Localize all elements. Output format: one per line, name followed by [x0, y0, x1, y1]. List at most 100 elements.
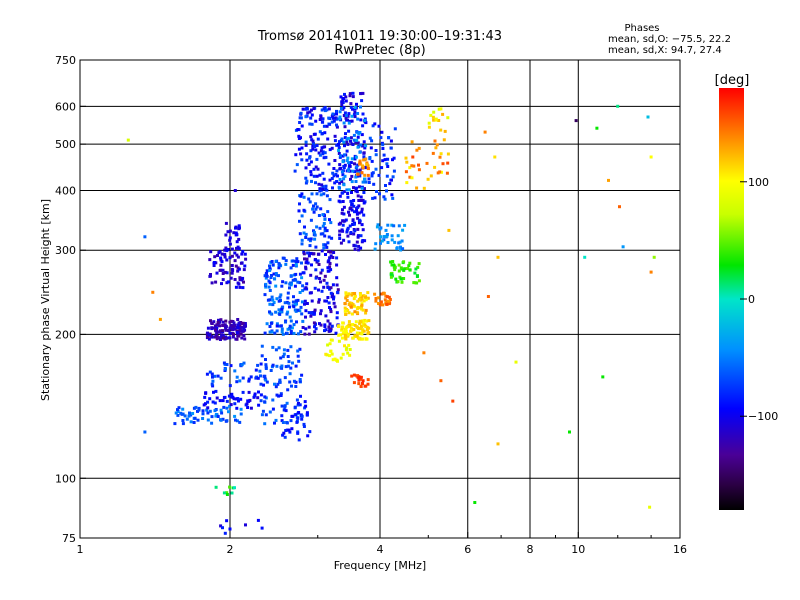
data-point	[340, 170, 344, 174]
data-point	[270, 330, 274, 334]
data-point	[322, 278, 326, 282]
data-point	[359, 143, 363, 147]
data-point	[212, 390, 215, 394]
data-point	[343, 136, 347, 140]
data-point	[363, 173, 367, 177]
data-point	[607, 178, 610, 182]
data-point	[196, 418, 200, 422]
data-point	[445, 171, 449, 175]
data-point	[359, 118, 363, 122]
data-point	[341, 208, 344, 212]
data-point	[179, 411, 183, 415]
data-point	[271, 303, 275, 307]
data-point	[379, 241, 382, 245]
data-point	[434, 118, 438, 122]
data-point	[348, 92, 352, 96]
data-point	[323, 323, 327, 327]
data-point	[286, 291, 290, 295]
data-point	[339, 107, 343, 110]
data-point	[274, 348, 278, 352]
data-point	[363, 239, 367, 243]
colorbar-gradient	[719, 88, 744, 510]
data-point	[225, 271, 229, 275]
data-point	[652, 255, 656, 259]
data-point	[347, 311, 351, 315]
data-point	[314, 276, 318, 280]
data-point	[348, 164, 352, 168]
data-point	[247, 390, 251, 394]
data-point	[201, 417, 205, 420]
data-point	[298, 232, 302, 236]
data-point	[335, 263, 339, 267]
data-point	[267, 279, 271, 283]
data-point	[339, 333, 342, 337]
data-point	[304, 176, 308, 180]
data-point	[235, 337, 239, 341]
data-point	[277, 274, 280, 278]
data-point	[181, 412, 185, 416]
data-point	[343, 125, 347, 129]
data-point	[278, 380, 282, 384]
data-point	[370, 139, 374, 143]
data-point	[374, 242, 378, 246]
data-point	[346, 309, 350, 312]
data-point	[304, 232, 308, 236]
data-point	[359, 105, 362, 109]
data-point	[355, 165, 359, 169]
data-point	[415, 275, 419, 278]
data-point	[345, 188, 349, 192]
data-point	[287, 428, 291, 432]
data-point	[311, 144, 315, 148]
data-point	[367, 326, 371, 330]
data-point	[412, 164, 416, 168]
data-point	[335, 311, 339, 315]
data-point	[382, 153, 386, 157]
data-point	[364, 308, 368, 312]
data-point	[242, 268, 246, 272]
data-point	[345, 149, 349, 153]
data-point	[359, 246, 363, 250]
data-point	[343, 153, 346, 157]
data-point	[439, 152, 443, 156]
data-point	[400, 280, 404, 284]
data-point	[267, 285, 271, 289]
data-point	[380, 292, 384, 296]
data-point	[187, 414, 191, 418]
data-point	[301, 289, 305, 293]
data-point	[353, 323, 357, 327]
data-point	[205, 408, 209, 412]
data-point	[290, 326, 294, 330]
data-point	[281, 280, 285, 284]
data-point	[359, 320, 363, 324]
data-point	[234, 233, 238, 237]
data-point	[278, 324, 282, 328]
data-point	[353, 310, 357, 314]
data-point	[357, 376, 361, 379]
data-point	[348, 94, 352, 98]
data-point	[317, 300, 321, 304]
data-point	[408, 175, 412, 179]
data-point	[277, 299, 281, 303]
data-point	[353, 162, 356, 166]
data-point	[320, 183, 324, 187]
data-point	[260, 344, 264, 348]
data-point	[313, 233, 317, 237]
data-point	[246, 406, 250, 409]
data-point	[346, 192, 350, 195]
data-point	[337, 333, 341, 337]
data-point	[362, 151, 366, 155]
data-point	[649, 155, 653, 159]
data-point	[306, 111, 310, 115]
data-point	[324, 314, 328, 318]
data-point	[345, 118, 349, 122]
data-point	[279, 392, 283, 396]
data-point	[236, 323, 240, 327]
data-point	[321, 224, 325, 228]
data-point	[330, 352, 334, 356]
data-point	[294, 380, 298, 384]
data-point	[305, 411, 309, 415]
data-point	[208, 409, 212, 413]
data-point	[364, 180, 368, 184]
data-point	[362, 201, 366, 205]
